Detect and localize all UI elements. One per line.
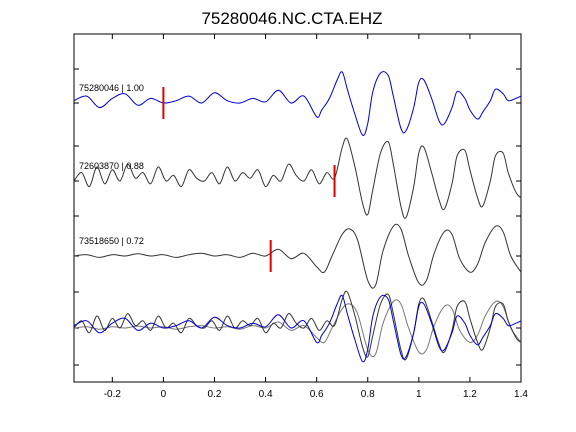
- trace-label: 72603870 | 0.88: [79, 161, 144, 171]
- trace-line: [73, 71, 522, 136]
- x-tick-label: -0.2: [104, 389, 122, 400]
- x-tick-label: 0.4: [259, 389, 273, 400]
- trace-label: 75280046 | 1.00: [79, 83, 144, 93]
- pick-markers: [162, 87, 336, 272]
- figure-title: 75280046.NC.CTA.EHZ: [201, 9, 382, 28]
- overlay-trace-line: [73, 290, 522, 361]
- trace-labels: 75280046 | 1.00 72603870 | 0.88 73518650 |…: [79, 83, 144, 246]
- trace-line: [73, 137, 522, 219]
- x-tick-labels: -0.2 0 0.2 0.4 0.6 0.8 1 1.2 1.4: [104, 389, 529, 400]
- x-tick-label: 0.8: [361, 389, 375, 400]
- x-tick-label: 0.6: [310, 389, 324, 400]
- x-tick-label: 0: [161, 389, 167, 400]
- overlay-group: [73, 290, 522, 363]
- x-tick-label: 0.2: [208, 389, 222, 400]
- trace-label: 73518650 | 0.72: [79, 236, 144, 246]
- trace-group: [73, 71, 522, 289]
- x-tick-label: 1: [416, 389, 422, 400]
- trace-line: [73, 223, 522, 289]
- x-tick-label: 1.4: [514, 389, 528, 400]
- overlay-trace-line: [73, 294, 522, 363]
- x-tick-label: 1.2: [463, 389, 477, 400]
